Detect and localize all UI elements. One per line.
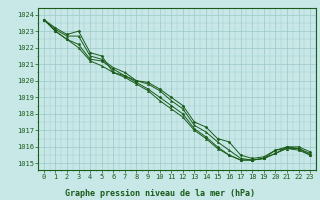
Text: Graphe pression niveau de la mer (hPa): Graphe pression niveau de la mer (hPa) xyxy=(65,189,255,198)
